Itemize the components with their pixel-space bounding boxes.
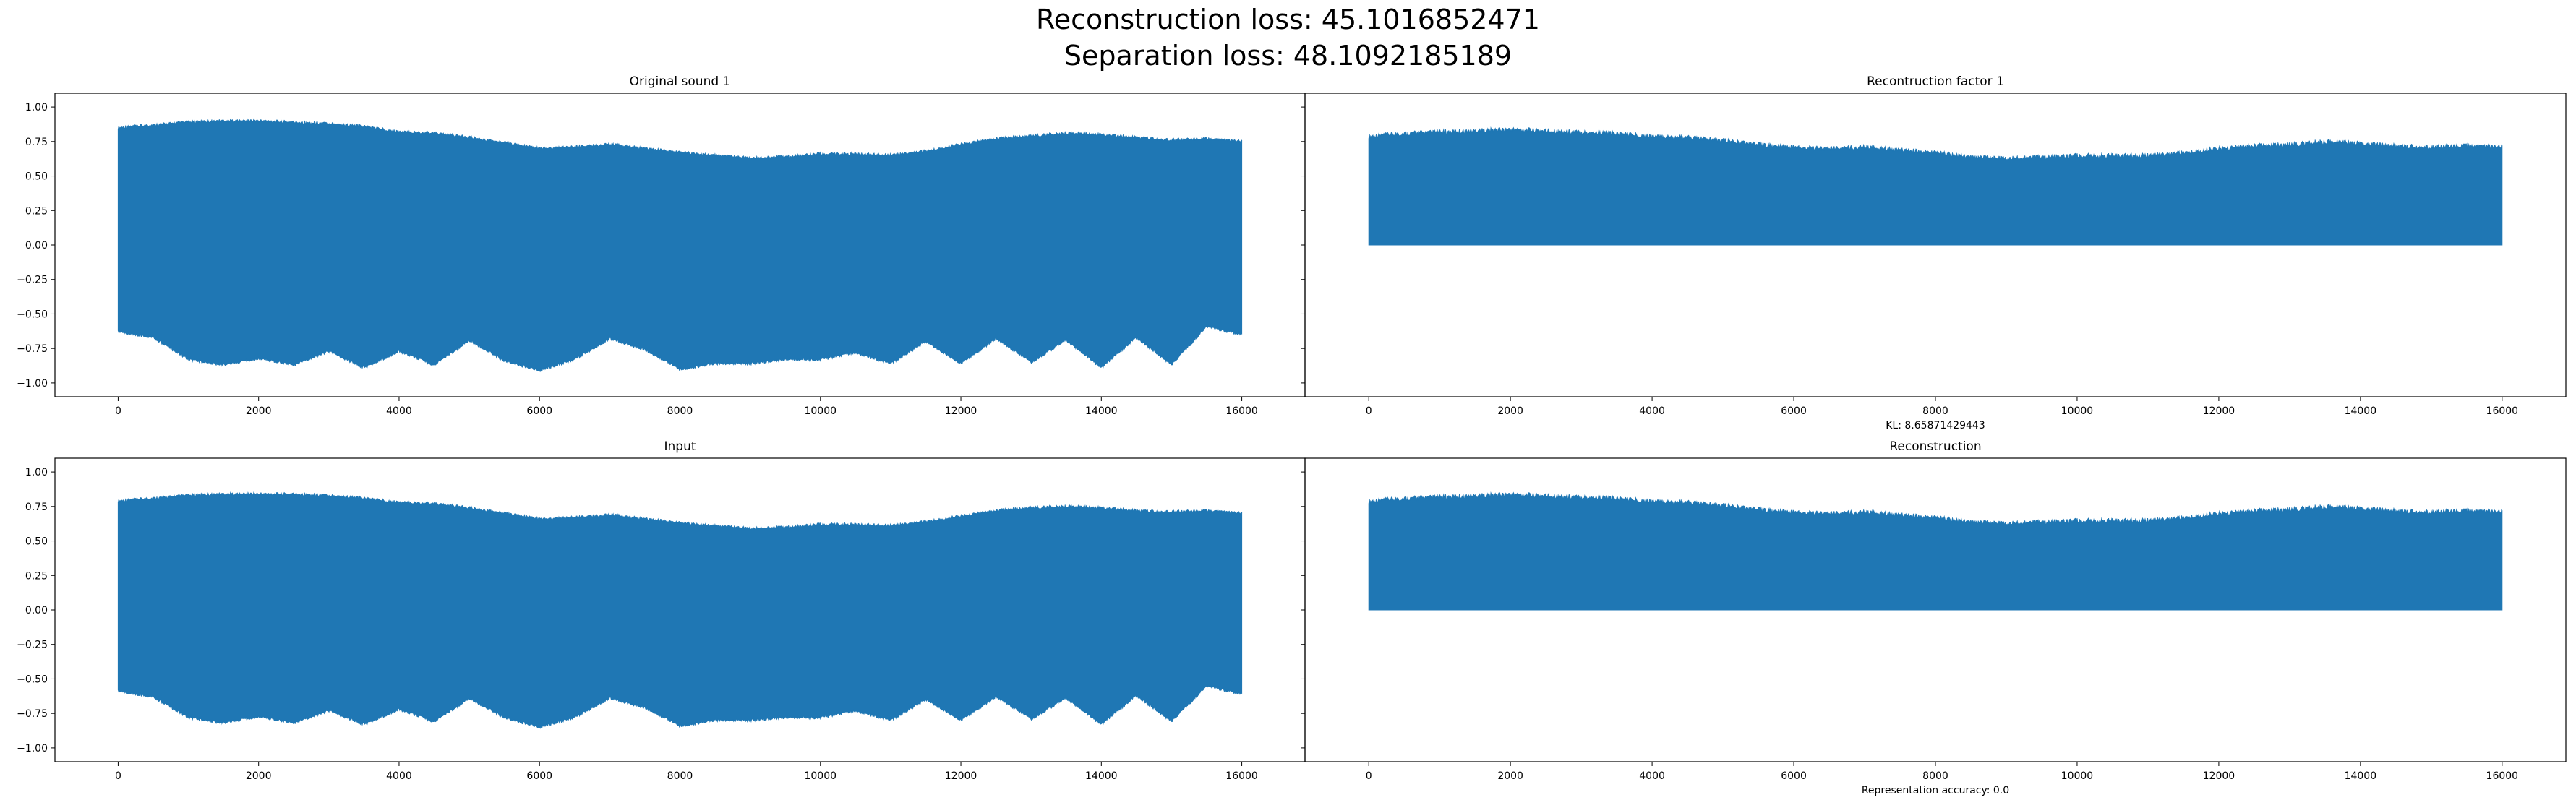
x-tick-label: 16000 xyxy=(2486,405,2519,417)
x-tick-label: 8000 xyxy=(667,405,693,417)
x-tick-label: 8000 xyxy=(1922,405,1948,417)
x-tick-label: 6000 xyxy=(1781,405,1807,417)
y-tick-label: −0.75 xyxy=(17,708,48,720)
waveform-area xyxy=(1368,491,2503,611)
x-tick-label: 14000 xyxy=(1085,770,1118,782)
subplot-3: Input 0 2000 4000 6000 8000 10000 12000 14000 160… xyxy=(17,439,1306,782)
x-tick-label: 6000 xyxy=(526,405,552,417)
y-tick-label: 0.50 xyxy=(25,536,48,548)
subplot-1: Original sound 1 0 2000 4000 6000 8000 10000 12… xyxy=(17,74,1306,417)
x-tick-label: 10000 xyxy=(2061,405,2094,417)
x-tick-label: 10000 xyxy=(804,405,836,417)
x-tick-label: 14000 xyxy=(1085,405,1118,417)
x-tick-label: 4000 xyxy=(386,405,412,417)
x-tick-label: 4000 xyxy=(1639,770,1665,782)
x-tick-label: 12000 xyxy=(2203,770,2235,782)
y-tick-label: 0.75 xyxy=(25,137,48,148)
x-tick-label: 6000 xyxy=(1781,770,1807,782)
y-tick-label: −1.00 xyxy=(17,378,48,390)
y-tick-label: −0.25 xyxy=(17,275,48,286)
x-tick-label: 0 xyxy=(1366,405,1372,417)
x-tick-label: 6000 xyxy=(526,770,552,782)
x-tick-label: 16000 xyxy=(1225,770,1258,782)
x-tick-label: 14000 xyxy=(2345,770,2377,782)
x-tick-label: 2000 xyxy=(246,405,272,417)
x-tick-label: 14000 xyxy=(2345,405,2377,417)
x-tick-label: 8000 xyxy=(667,770,693,782)
waveform-area xyxy=(117,491,1243,729)
y-tick-label: −0.50 xyxy=(17,309,48,320)
x-tick-label: 12000 xyxy=(945,405,977,417)
y-tick-label: 0.25 xyxy=(25,570,48,582)
y-tick-label: −0.25 xyxy=(17,640,48,651)
y-tick-label: −1.00 xyxy=(17,743,48,754)
y-tick-label: −0.75 xyxy=(17,343,48,355)
waveform-area xyxy=(117,118,1243,373)
x-tick-label: 0 xyxy=(115,770,121,782)
x-tick-label: 12000 xyxy=(2203,405,2235,417)
y-tick-label: 0.00 xyxy=(25,605,48,616)
x-tick-label: 4000 xyxy=(1639,405,1665,417)
x-tick-label: 10000 xyxy=(804,770,836,782)
subplot-4: Reconstruction 0 2000 4000 6000 8000 10000 1200… xyxy=(1301,439,2567,796)
subplot-2: Recontruction factor 1 0 2000 4000 6000 8000 1… xyxy=(1301,74,2567,431)
y-tick-label: 0.00 xyxy=(25,240,48,251)
x-tick-label: 2000 xyxy=(1497,405,1523,417)
x-axis-label: KL: 8.65871429443 xyxy=(1886,420,1985,431)
x-axis-label: Representation accuracy: 0.0 xyxy=(1862,785,2009,796)
x-tick-label: 10000 xyxy=(2061,770,2094,782)
x-tick-label: 16000 xyxy=(2486,770,2519,782)
x-tick-label: 2000 xyxy=(246,770,272,782)
y-tick-label: −0.50 xyxy=(17,674,48,685)
x-tick-label: 12000 xyxy=(945,770,977,782)
x-tick-label: 0 xyxy=(1366,770,1372,782)
axes-title: Recontruction factor 1 xyxy=(1867,74,2004,89)
reconstruction-loss-title: Reconstruction loss: 45.1016852471 xyxy=(1036,4,1540,35)
y-tick-label: 1.00 xyxy=(25,467,48,478)
figure-suptitle: Reconstruction loss: 45.1016852471 Separ… xyxy=(0,1,2576,74)
axes-title: Original sound 1 xyxy=(630,74,731,89)
x-tick-label: 16000 xyxy=(1225,405,1258,417)
x-tick-label: 8000 xyxy=(1922,770,1948,782)
x-tick-label: 0 xyxy=(115,405,121,417)
separation-loss-title: Separation loss: 48.1092185189 xyxy=(1064,40,1512,72)
y-tick-label: 0.75 xyxy=(25,502,48,513)
y-tick-label: 0.50 xyxy=(25,171,48,183)
y-tick-label: 1.00 xyxy=(25,102,48,113)
axes-title: Reconstruction xyxy=(1889,439,1981,454)
y-tick-label: 0.25 xyxy=(25,205,48,217)
axes-title: Input xyxy=(664,439,696,454)
waveform-area xyxy=(1368,126,2503,246)
x-tick-label: 4000 xyxy=(386,770,412,782)
x-tick-label: 2000 xyxy=(1497,770,1523,782)
